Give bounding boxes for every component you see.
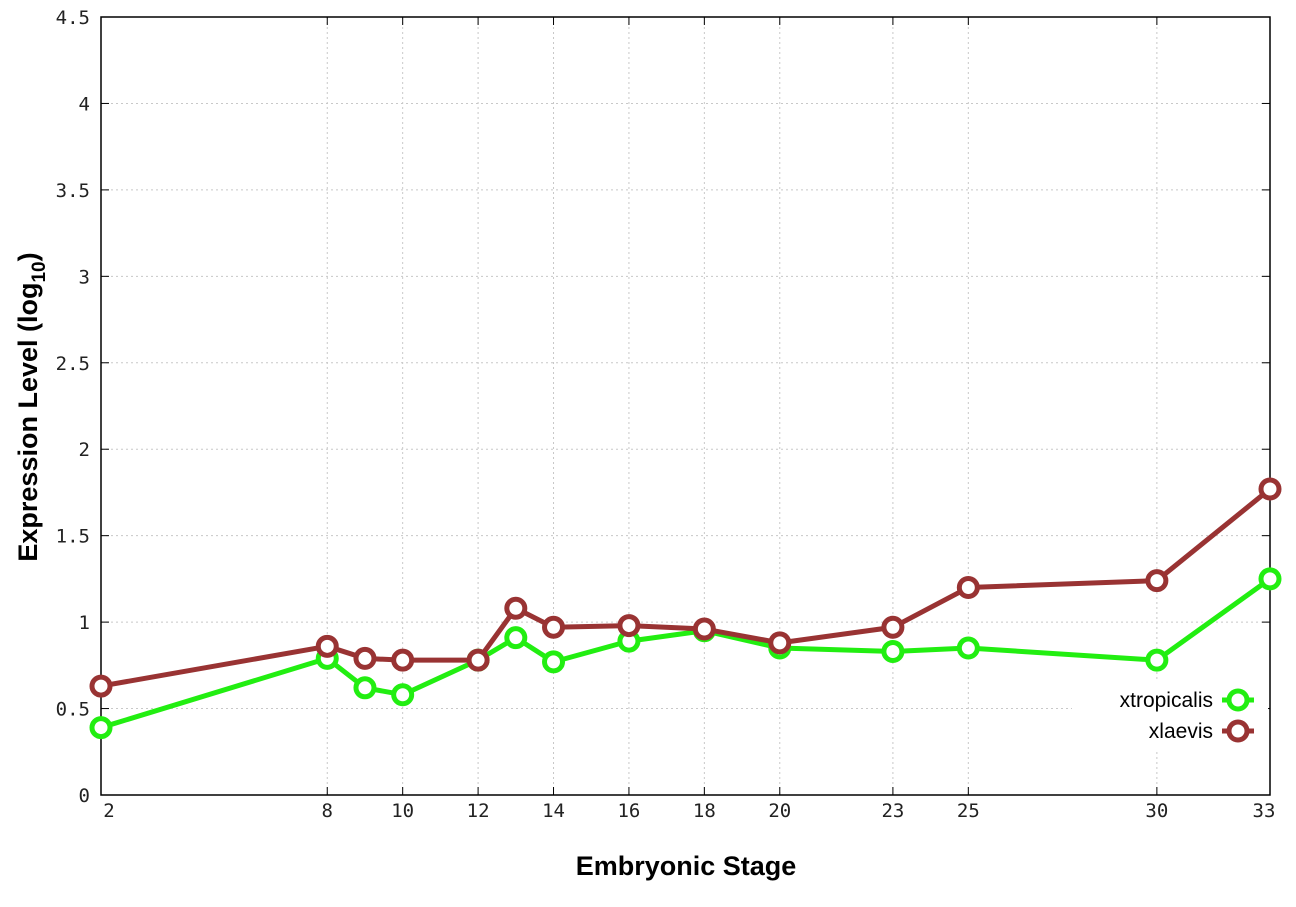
x-tick-label: 30 (1145, 800, 1168, 822)
x-tick-label: 33 (1253, 800, 1276, 822)
data-point-xtropicalis (89, 716, 113, 740)
data-point-xlaevis (466, 648, 490, 672)
y-tick-label: 3.5 (56, 180, 90, 202)
data-point-xtropicalis (1145, 648, 1169, 672)
data-point-xtropicalis (881, 640, 905, 664)
y-tick-label: 0.5 (56, 699, 90, 721)
x-tick-label: 18 (693, 800, 716, 822)
y-axis-title: Expression Level (log10) (13, 252, 50, 561)
data-point-xtropicalis (956, 636, 980, 660)
data-point-xlaevis (391, 648, 415, 672)
data-point-xlaevis (542, 615, 566, 639)
x-tick-label: 10 (391, 800, 414, 822)
legend-item-xtropicalis: xtropicalis (1120, 688, 1254, 712)
y-tick-label: 4 (79, 93, 90, 115)
legend-label: xlaevis (1149, 720, 1213, 743)
data-point-xtropicalis (353, 676, 377, 700)
data-point-xlaevis (1258, 477, 1282, 501)
data-point-xtropicalis (542, 650, 566, 674)
data-point-xlaevis (956, 576, 980, 600)
x-tick-label: 8 (322, 800, 333, 822)
data-point-xlaevis (89, 674, 113, 698)
x-axis-title: Embryonic Stage (576, 851, 797, 881)
data-point-xlaevis (315, 634, 339, 658)
data-point-xlaevis (692, 617, 716, 641)
y-tick-label: 2.5 (56, 353, 90, 375)
y-tick-label: 0 (79, 785, 90, 807)
x-tick-label: 2 (103, 800, 114, 822)
data-point-xlaevis (1145, 569, 1169, 593)
x-tick-label: 20 (768, 800, 791, 822)
x-tick-label: 12 (467, 800, 490, 822)
legend: xtropicalis xlaevis (1072, 681, 1268, 749)
plot-frame (100, 16, 1271, 796)
data-point-xlaevis (768, 631, 792, 655)
y-tick-label: 1.5 (56, 526, 90, 548)
y-tick-label: 4.5 (56, 7, 90, 29)
y-axis-title-suffix: ) (13, 252, 43, 261)
data-point-xlaevis (881, 615, 905, 639)
legend-label: xtropicalis (1120, 689, 1213, 712)
y-axis-title-main: Expression Level (log (13, 283, 43, 562)
data-point-xlaevis (504, 596, 528, 620)
y-axis-title-subscript: 10 (29, 261, 50, 282)
x-tick-labels: 2 8 10 12 14 16 18 20 23 25 30 33 (103, 800, 1275, 822)
legend-item-xlaevis: xlaevis (1149, 719, 1254, 743)
x-tick-label: 14 (542, 800, 565, 822)
x-tick-label: 25 (957, 800, 980, 822)
y-tick-label: 3 (79, 266, 90, 288)
legend-swatch-marker (1226, 719, 1250, 743)
y-tick-labels: 0 0.5 1 1.5 2 2.5 3 3.5 4 4.5 (56, 7, 90, 807)
data-point-xtropicalis (504, 626, 528, 650)
data-point-xtropicalis (1258, 567, 1282, 591)
series-layer (89, 477, 1282, 740)
data-point-xlaevis (353, 646, 377, 670)
tick-marks (100, 16, 1271, 796)
x-tick-label: 16 (617, 800, 640, 822)
series-xlaevis (89, 477, 1282, 698)
y-tick-label: 1 (79, 612, 90, 634)
data-point-xlaevis (617, 614, 641, 638)
y-tick-label: 2 (79, 439, 90, 461)
data-point-xtropicalis (391, 683, 415, 707)
x-tick-label: 23 (881, 800, 904, 822)
legend-swatch-marker (1226, 688, 1250, 712)
